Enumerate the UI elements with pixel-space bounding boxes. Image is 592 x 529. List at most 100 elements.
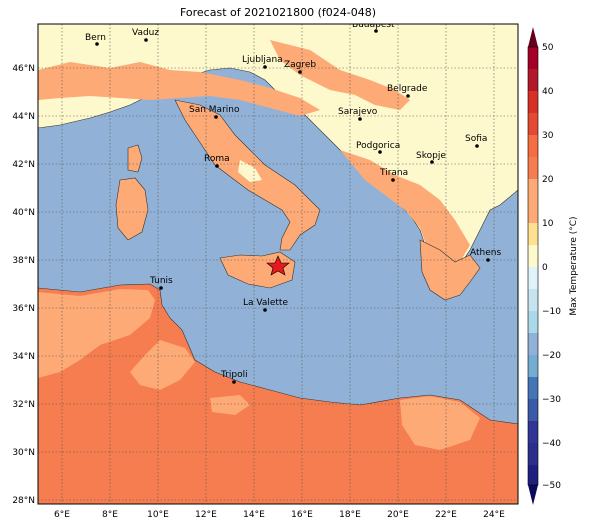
colorbar-swatch — [528, 443, 538, 465]
colorbar-tick: −50 — [542, 481, 561, 491]
lat-tick: 36°N — [12, 304, 35, 314]
city-dot-sofia — [475, 144, 479, 148]
colorbar-border — [527, 46, 539, 486]
city-dot-ljubljana — [263, 65, 267, 69]
city-label-belgrade: Belgrade — [387, 84, 428, 94]
colorbar-swatch — [528, 113, 538, 135]
africa-mild-band-3 — [400, 396, 480, 450]
colorbar-tick: −20 — [542, 351, 561, 361]
city-labels: Bern Vaduz Budapest Ljubljana Zagreb Bel… — [85, 20, 501, 380]
colorbar-swatch — [528, 201, 538, 223]
city-label-roma: Roma — [204, 154, 230, 164]
colorbar-swatch — [528, 289, 538, 311]
colorbar-ticks: 50 40 30 20 10 0 −10 −20 −30 −40 −50 — [542, 43, 561, 491]
lat-tick: 42°N — [12, 160, 35, 170]
city-label-sofia: Sofia — [465, 134, 487, 144]
star-marker-icon — [266, 255, 290, 276]
lat-tick-labels: 46°N 44°N 42°N 40°N 38°N 36°N 34°N 32°N … — [12, 64, 35, 506]
lon-tick-labels: 6°E 8°E 10°E 12°E 14°E 16°E 18°E 20°E 22… — [54, 510, 505, 520]
sardinia-land — [115, 177, 149, 241]
lat-tick: 28°N — [12, 496, 35, 506]
colorbar-tick: −40 — [542, 439, 561, 449]
colorbar-tick: −10 — [542, 307, 561, 317]
lat-tick: 34°N — [12, 352, 35, 362]
colorbar-swatch — [528, 399, 538, 421]
colorbar-swatch — [528, 311, 538, 333]
city-label-zagreb: Zagreb — [284, 60, 316, 70]
colorbar-swatch — [528, 421, 538, 443]
colorbar-swatch — [528, 69, 538, 91]
africa-mild-band-2 — [130, 340, 195, 390]
colorbar-swatch — [528, 267, 538, 289]
colorbar-tick: 50 — [542, 43, 554, 53]
colorbar-swatch — [528, 333, 538, 355]
city-label-athens: Athens — [470, 248, 501, 258]
colorbar-swatch — [528, 245, 538, 267]
city-label-la-valette: La Valette — [243, 298, 288, 308]
colorbar-swatch — [528, 377, 538, 399]
colorbar-swatch — [528, 465, 538, 485]
balkan-warm-band — [270, 40, 410, 110]
city-dot-tirana — [391, 178, 395, 182]
colorbar-tick: 10 — [542, 219, 554, 229]
africa-mild-band-4 — [210, 395, 250, 415]
city-dot-roma — [215, 164, 219, 168]
city-dot-zagreb — [298, 70, 302, 74]
graticule — [38, 24, 518, 504]
city-dot-la-valette — [263, 308, 267, 312]
city-dot-bern — [95, 42, 99, 46]
lat-tick: 38°N — [12, 256, 35, 266]
city-label-san-marino: San Marino — [189, 105, 240, 115]
lon-tick: 6°E — [54, 510, 70, 520]
city-dot-podgorica — [378, 150, 382, 154]
city-label-tripoli: Tripoli — [220, 370, 248, 380]
lon-tick: 16°E — [291, 510, 313, 520]
colorbar-swatch — [528, 135, 538, 157]
colorbar: 50 40 30 20 10 0 −10 −20 −30 −40 −50 Max… — [527, 27, 579, 505]
colorbar-swatch — [528, 47, 538, 69]
city-label-bern: Bern — [85, 33, 106, 43]
italy-cool-patch — [238, 160, 262, 182]
city-markers — [95, 29, 490, 384]
colorbar-tick: 0 — [542, 263, 548, 273]
colorbar-top-arrow — [528, 27, 538, 47]
lon-tick: 14°E — [243, 510, 265, 520]
colorbar-tick: 30 — [542, 131, 554, 141]
lon-tick: 22°E — [435, 510, 457, 520]
city-dot-san-marino — [214, 115, 218, 119]
colorbar-tick: 40 — [542, 87, 554, 97]
lon-tick: 18°E — [339, 510, 361, 520]
map-border — [37, 23, 519, 505]
city-label-tunis: Tunis — [149, 276, 173, 286]
city-dot-athens — [486, 258, 490, 262]
balkan-warm-band-2 — [340, 150, 470, 268]
colorbar-label: Max Temperature (°C) — [569, 216, 579, 315]
lon-tick: 12°E — [195, 510, 217, 520]
lat-tick: 30°N — [12, 448, 35, 458]
city-label-budapest: Budapest — [352, 20, 395, 30]
lon-tick: 20°E — [387, 510, 409, 520]
city-label-skopje: Skopje — [416, 151, 446, 161]
colorbar-swatch — [528, 91, 538, 113]
lat-tick: 40°N — [12, 208, 35, 218]
lat-tick: 46°N — [12, 64, 35, 74]
city-dot-sarajevo — [358, 117, 362, 121]
city-dot-budapest — [374, 29, 378, 33]
city-label-vaduz: Vaduz — [132, 28, 159, 38]
city-label-podgorica: Podgorica — [356, 141, 400, 151]
map-panel: Bern Vaduz Budapest Ljubljana Zagreb Bel… — [38, 20, 518, 504]
alps-warm-band — [38, 62, 320, 116]
map-title: Forecast of 2021021800 (f024-048) — [179, 6, 377, 19]
lon-tick: 10°E — [147, 510, 169, 520]
lon-tick: 24°E — [483, 510, 505, 520]
colorbar-tick: −30 — [542, 395, 561, 405]
city-dot-skopje — [430, 160, 434, 164]
lon-tick: 8°E — [102, 510, 118, 520]
city-dot-tripoli — [232, 380, 236, 384]
colorbar-swatch — [528, 157, 538, 179]
city-dot-tunis — [159, 286, 163, 290]
colorbar-swatch — [528, 355, 538, 377]
lat-tick: 44°N — [12, 112, 35, 122]
colorbar-tick: 20 — [542, 175, 554, 185]
